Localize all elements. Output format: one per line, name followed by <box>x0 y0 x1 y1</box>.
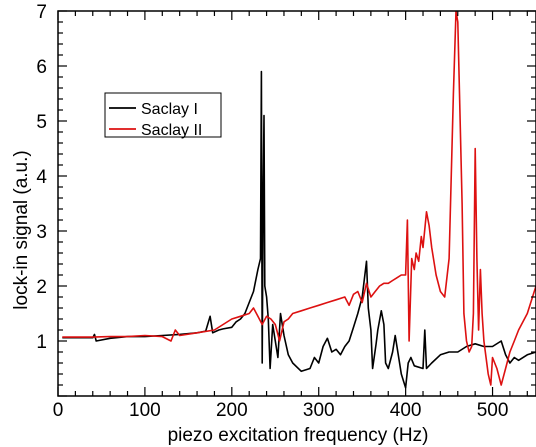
series-line-2 <box>62 11 536 386</box>
x-tick-label: 300 <box>303 400 335 421</box>
y-tick-label: 6 <box>36 57 47 78</box>
y-tick-label: 2 <box>36 277 47 298</box>
x-tick-label: 100 <box>129 400 161 421</box>
y-tick-label: 3 <box>36 222 47 243</box>
legend: Saclay I Saclay II <box>104 92 222 139</box>
x-tick-label: 400 <box>390 400 422 421</box>
legend-label: Saclay I <box>141 101 198 118</box>
y-tick-label: 4 <box>36 167 47 188</box>
x-axis-label: piezo excitation frequency (Hz) <box>168 425 429 446</box>
axes-layer: 0 100 200 300 400 500 1 2 3 4 5 6 7 <box>36 2 536 421</box>
plot-frame <box>57 10 536 397</box>
y-tick-label: 7 <box>36 2 47 23</box>
y-tick-label: 5 <box>36 112 47 133</box>
y-tick-label: 1 <box>36 332 47 353</box>
x-tick-label: 500 <box>477 400 509 421</box>
y-axis-label: lock-in signal (a.u.) <box>11 150 32 309</box>
legend-label: Saclay II <box>141 122 202 139</box>
x-tick-label: 200 <box>216 400 248 421</box>
series-layer <box>62 11 536 389</box>
x-tick-label: 0 <box>53 400 64 421</box>
series-line-1 <box>62 70 536 389</box>
